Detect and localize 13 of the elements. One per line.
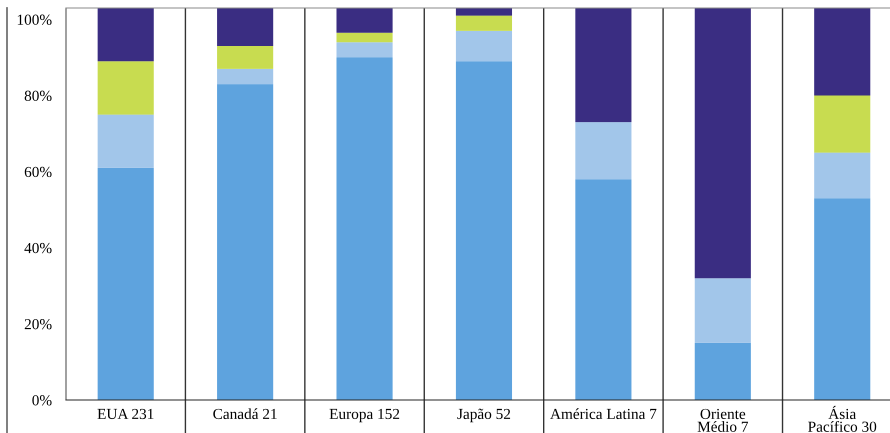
- x-tick-label: Canadá 21: [213, 408, 277, 420]
- x-tick-label: Ásia Pacífico 30: [808, 406, 876, 432]
- y-tick-label: 0%: [32, 395, 52, 406]
- y-tick-label: 60%: [24, 166, 52, 178]
- x-tick-label: Oriente Médio 7: [698, 408, 748, 432]
- y-tick-label: 80%: [24, 90, 52, 102]
- x-tick-label: EUA 231: [98, 408, 154, 420]
- x-tick-label: Japão 52: [457, 408, 510, 422]
- y-tick-label: 100%: [18, 14, 52, 25]
- x-tick-label: Europa 152: [330, 408, 400, 422]
- x-tick-label: América Latina 7: [550, 408, 656, 420]
- y-tick-label: 20%: [24, 319, 52, 330]
- y-tick-label: 40%: [24, 242, 52, 254]
